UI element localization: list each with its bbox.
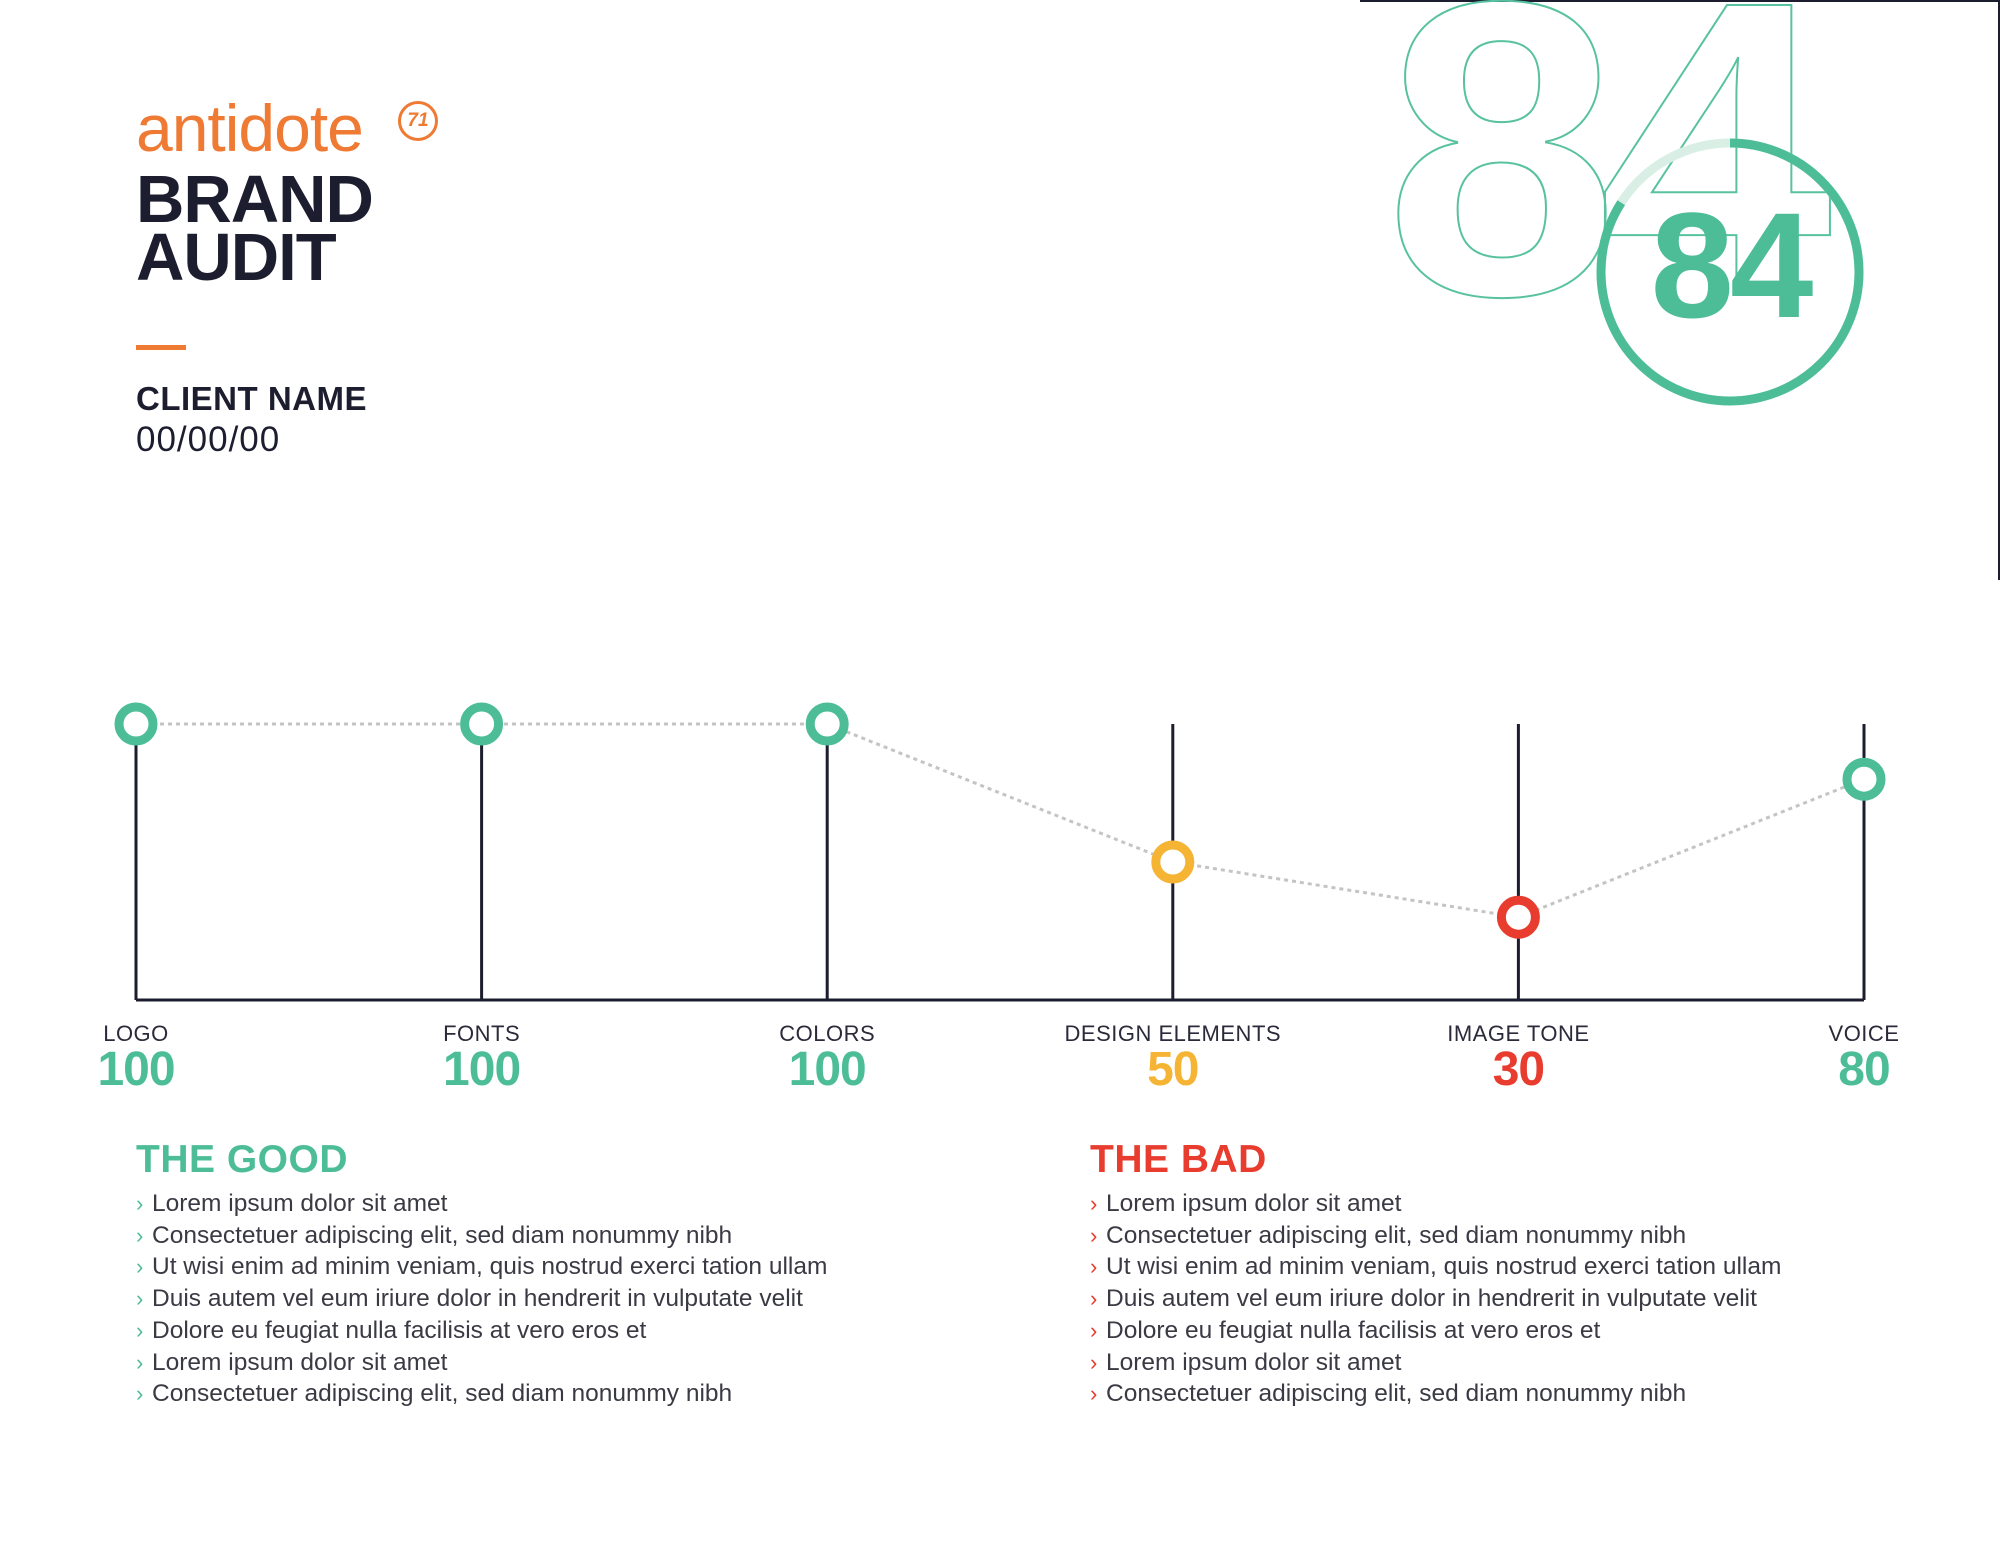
category-score: 80 [1838,1043,1890,1096]
data-point-3 [1151,840,1195,884]
category-score: 100 [788,1043,867,1096]
accent-divider [136,345,186,350]
logo: antidote 71 [136,91,438,165]
audit-date: 00/00/00 [136,420,281,459]
data-point-4 [1496,895,1540,939]
list-item-text: Duis autem vel eum iriure dolor in hendr… [152,1285,803,1313]
list-item: › Lorem ipsum dolor sit amet [1090,1347,1781,1379]
chevron-right-icon: › [136,1381,144,1407]
list-item: › Duis autem vel eum iriure dolor in hend… [1090,1283,1781,1315]
good-list: › Lorem ipsum dolor sit amet › Consectetuer… [136,1188,827,1410]
list-item-text: Consectetuer adipiscing elit, sed diam n… [1106,1221,1687,1249]
chevron-right-icon: › [1090,1381,1098,1407]
good-section: THE GOOD › Lorem ipsum dolor sit amet › Con… [136,1138,827,1410]
chevron-right-icon: › [136,1317,144,1343]
score-ring [1596,138,1864,406]
logo-wordmark: antidote [136,91,364,165]
overall-score: 84 [1650,181,1814,349]
list-item: › Lorem ipsum dolor sit amet [136,1347,827,1379]
list-item: › Ut wisi enim ad minim veniam, quis nost… [1090,1251,1781,1283]
list-item: › Lorem ipsum dolor sit amet [1090,1188,1781,1220]
category-label: DESIGN ELEMENTS [1064,1021,1282,1046]
good-title: THE GOOD [136,1138,349,1181]
category-score: 100 [443,1043,521,1096]
list-item-text: Lorem ipsum dolor sit amet [1106,1348,1402,1376]
chevron-right-icon: › [136,1254,144,1280]
client-name: CLIENT NAME [136,380,367,417]
category-label: LOGO [103,1021,169,1046]
list-item: › Ut wisi enim ad minim veniam, quis nost… [136,1251,827,1283]
chevron-right-icon: › [1090,1317,1098,1343]
list-item-text: Dolore eu feugiat nulla facilisis at ver… [152,1316,647,1344]
list-item: › Dolore eu feugiat nulla facilisis at ve… [1090,1315,1781,1347]
category-score: 100 [97,1043,175,1096]
chevron-right-icon: › [1090,1286,1098,1312]
list-item-text: Consectetuer adipiscing elit, sed diam n… [152,1380,733,1408]
category-label: FONTS [443,1021,521,1046]
chevron-right-icon: › [1090,1191,1098,1216]
chevron-right-icon: › [1090,1349,1098,1375]
score-ring-progress [1596,138,1864,406]
data-point-0 [114,702,158,746]
logo-badge: 71 [398,101,438,141]
list-item-text: Lorem ipsum dolor sit amet [1106,1190,1402,1217]
category-score: 30 [1492,1043,1545,1096]
list-item-text: Dolore eu feugiat nulla facilisis at ver… [1106,1316,1601,1344]
title-line-1: BRAND [136,162,374,237]
list-item: › Consectetuer adipiscing elit, sed diam … [136,1378,827,1410]
series-line [136,722,1865,919]
chevron-right-icon: › [136,1349,144,1375]
page-title: BRAND AUDIT [136,162,374,295]
list-item: › Consectetuer adipiscing elit, sed diam … [1090,1378,1781,1410]
data-point-5 [1842,757,1886,801]
category-score: 50 [1147,1043,1199,1096]
chevron-right-icon: › [136,1191,144,1216]
list-item-text: Consectetuer adipiscing elit, sed diam n… [152,1221,733,1249]
category-label: VOICE [1828,1021,1900,1046]
bad-list: › Lorem ipsum dolor sit amet › Consectetuer… [1090,1188,1781,1410]
bad-title: THE BAD [1090,1138,1267,1181]
category-label: IMAGE TONE [1447,1021,1590,1046]
brand-block: antidote 71 BRAND AUDIT CLIENT NAME 00/0… [136,91,438,460]
bad-section: THE BAD › Lorem ipsum dolor sit amet › Cons… [1090,1138,1781,1410]
list-item: › Lorem ipsum dolor sit amet [136,1188,827,1220]
list-item: › Dolore eu feugiat nulla facilisis at ve… [136,1315,827,1347]
list-item-text: Ut wisi enim ad minim veniam, quis nostr… [1106,1253,1782,1281]
list-item-text: Consectetuer adipiscing elit, sed diam n… [1106,1380,1687,1408]
chevron-right-icon: › [1090,1254,1098,1280]
list-item: › Consectetuer adipiscing elit, sed diam … [1090,1220,1781,1252]
list-item: › Consectetuer adipiscing elit, sed diam … [136,1220,827,1252]
list-item-text: Duis autem vel eum iriure dolor in hendr… [1106,1285,1757,1313]
data-point-1 [460,702,504,746]
data-point-2 [805,702,849,746]
list-item-text: Lorem ipsum dolor sit amet [152,1190,448,1217]
list-item-text: Ut wisi enim ad minim veniam, quis nostr… [152,1253,828,1281]
title-line-2: AUDIT [136,220,337,295]
chevron-right-icon: › [136,1222,144,1248]
chevron-right-icon: › [136,1286,144,1312]
list-item: › Duis autem vel eum iriure dolor in hend… [136,1283,827,1315]
category-label: COLORS [779,1021,876,1046]
list-item-text: Lorem ipsum dolor sit amet [152,1348,448,1376]
chevron-right-icon: › [1090,1222,1098,1248]
